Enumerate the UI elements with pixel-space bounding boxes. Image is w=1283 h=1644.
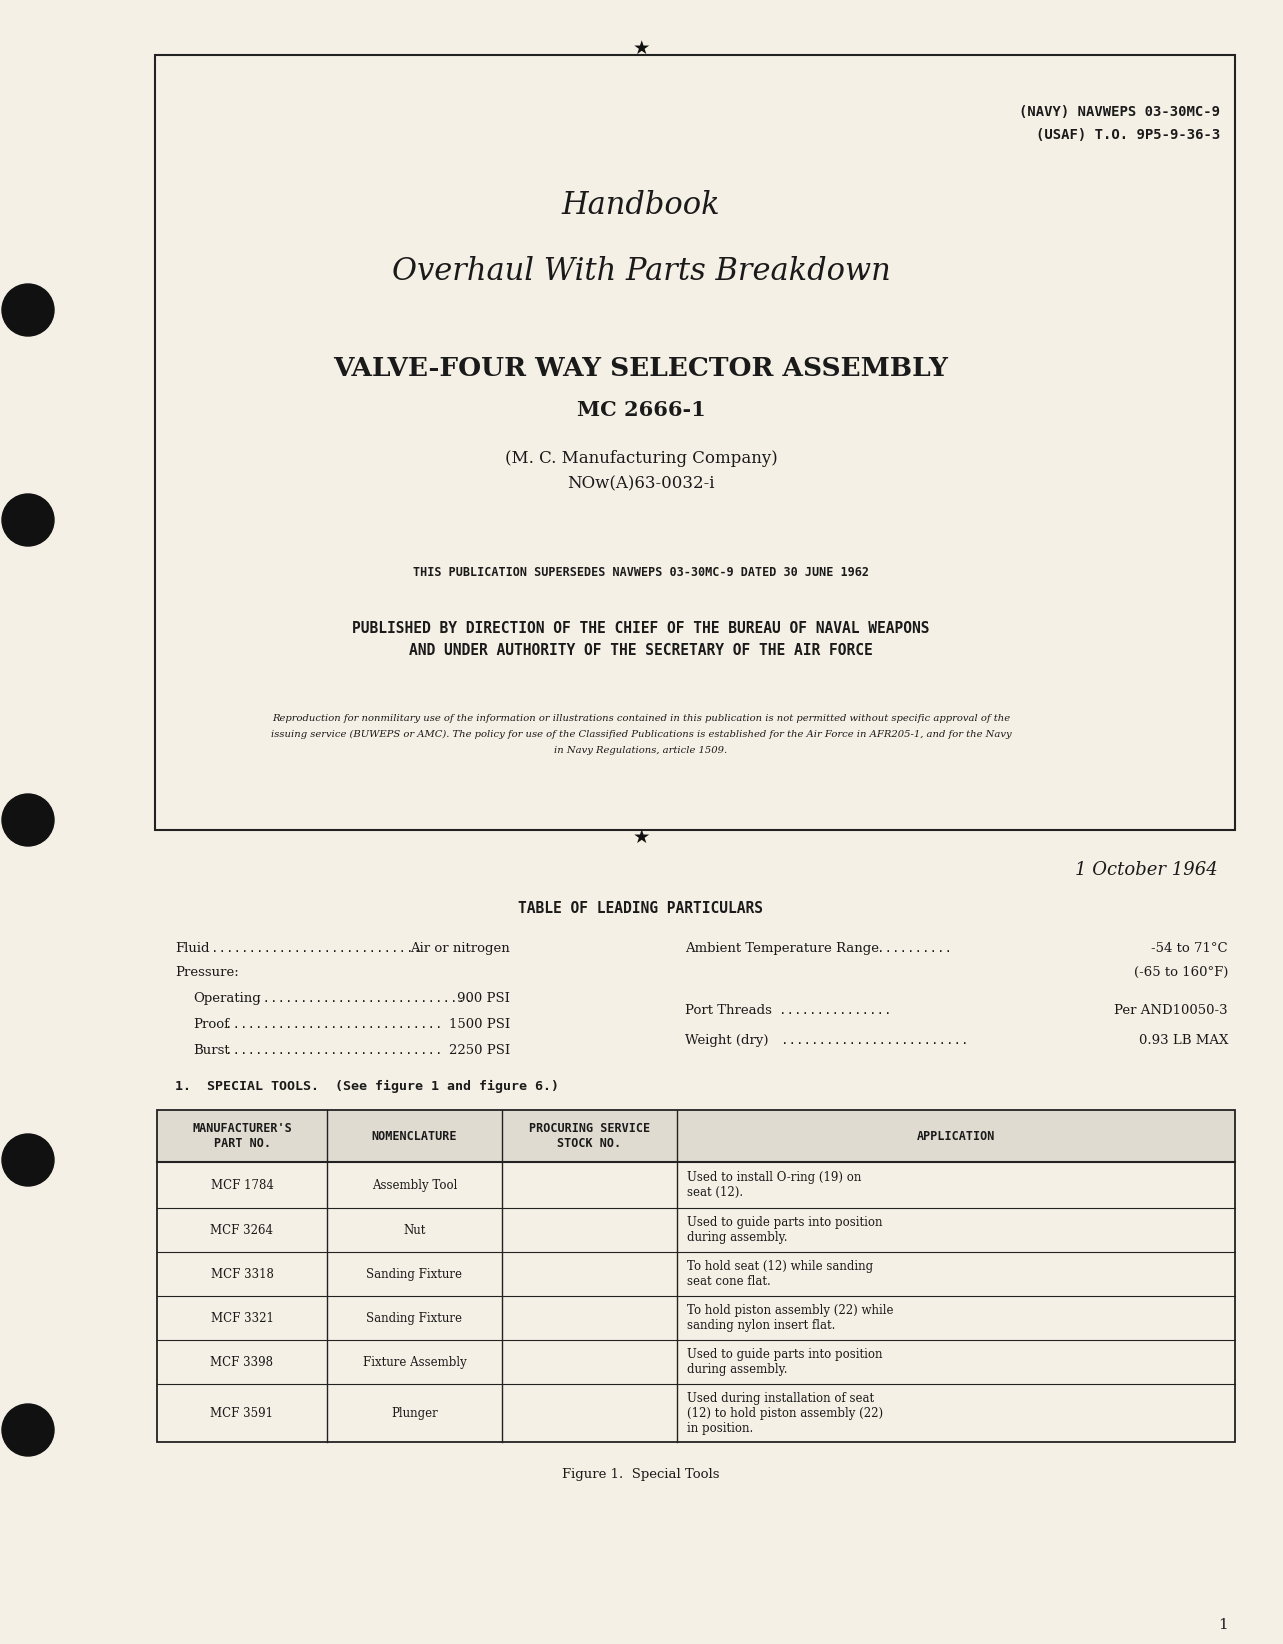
Text: Pressure:: Pressure:	[174, 965, 239, 978]
Text: 1: 1	[1219, 1618, 1228, 1632]
Text: ..........: ..........	[878, 942, 952, 955]
Text: Reproduction for nonmilitary use of the information or illustrations contained i: Reproduction for nonmilitary use of the …	[272, 713, 1010, 722]
Text: Proof: Proof	[192, 1018, 228, 1031]
Text: .............................: .............................	[255, 991, 472, 1004]
Text: APPLICATION: APPLICATION	[917, 1129, 996, 1143]
Text: 1 October 1964: 1 October 1964	[1075, 861, 1218, 880]
Text: ...............: ...............	[779, 1003, 892, 1016]
Text: (NAVY) NAVWEPS 03-30MC-9: (NAVY) NAVWEPS 03-30MC-9	[1019, 105, 1220, 118]
Text: .............................: .............................	[225, 1018, 443, 1031]
Text: MCF 3318: MCF 3318	[210, 1268, 273, 1281]
Text: issuing service (BUWEPS or AMC). The policy for use of the Classified Publicatio: issuing service (BUWEPS or AMC). The pol…	[271, 730, 1011, 738]
Text: PUBLISHED BY DIRECTION OF THE CHIEF OF THE BUREAU OF NAVAL WEAPONS: PUBLISHED BY DIRECTION OF THE CHIEF OF T…	[353, 620, 930, 636]
Text: Used to guide parts into position
during assembly.: Used to guide parts into position during…	[686, 1217, 883, 1245]
Text: Port Threads: Port Threads	[685, 1003, 772, 1016]
Text: PROCURING SERVICE
STOCK NO.: PROCURING SERVICE STOCK NO.	[529, 1121, 650, 1151]
Text: ★: ★	[633, 38, 649, 58]
Text: Overhaul With Parts Breakdown: Overhaul With Parts Breakdown	[391, 256, 890, 288]
Circle shape	[3, 794, 54, 847]
Text: Plunger: Plunger	[391, 1407, 438, 1419]
Text: Sanding Fixture: Sanding Fixture	[367, 1312, 462, 1325]
Text: (USAF) T.O. 9P5-9-36-3: (USAF) T.O. 9P5-9-36-3	[1035, 128, 1220, 141]
Circle shape	[3, 1404, 54, 1457]
Text: Air or nitrogen: Air or nitrogen	[411, 942, 511, 955]
Text: Sanding Fixture: Sanding Fixture	[367, 1268, 462, 1281]
Text: (M. C. Manufacturing Company): (M. C. Manufacturing Company)	[504, 449, 777, 467]
Text: MCF 1784: MCF 1784	[210, 1179, 273, 1192]
Text: NOw(A)63-0032-i: NOw(A)63-0032-i	[567, 475, 715, 493]
Text: Handbook: Handbook	[562, 189, 720, 220]
Text: MANUFACTURER'S
PART NO.: MANUFACTURER'S PART NO.	[192, 1121, 291, 1151]
Text: ............................: ............................	[210, 942, 421, 955]
Text: (-65 to 160°F): (-65 to 160°F)	[1134, 965, 1228, 978]
Text: VALVE-FOUR WAY SELECTOR ASSEMBLY: VALVE-FOUR WAY SELECTOR ASSEMBLY	[334, 355, 948, 380]
Text: 2250 PSI: 2250 PSI	[449, 1044, 511, 1057]
Text: Operating: Operating	[192, 991, 260, 1004]
Circle shape	[3, 493, 54, 546]
Text: Used during installation of seat
(12) to hold piston assembly (22)
in position.: Used during installation of seat (12) to…	[686, 1391, 883, 1435]
Text: To hold seat (12) while sanding
seat cone flat.: To hold seat (12) while sanding seat con…	[686, 1259, 874, 1287]
Text: .............................: .............................	[225, 1044, 443, 1057]
Text: TABLE OF LEADING PARTICULARS: TABLE OF LEADING PARTICULARS	[518, 901, 763, 916]
Bar	[157, 1110, 1236, 1162]
Text: MCF 3321: MCF 3321	[210, 1312, 273, 1325]
Text: .........................: .........................	[781, 1034, 969, 1047]
Text: MCF 3264: MCF 3264	[210, 1223, 273, 1236]
Text: Assembly Tool: Assembly Tool	[372, 1179, 457, 1192]
Text: ★: ★	[633, 827, 649, 847]
Text: Fluid: Fluid	[174, 942, 209, 955]
Bar	[155, 54, 1236, 830]
Text: Fixture Assembly: Fixture Assembly	[363, 1356, 467, 1368]
Text: To hold piston assembly (22) while
sanding nylon insert flat.: To hold piston assembly (22) while sandi…	[686, 1304, 893, 1332]
Text: MCF 3398: MCF 3398	[210, 1356, 273, 1368]
Circle shape	[3, 1134, 54, 1185]
Text: AND UNDER AUTHORITY OF THE SECRETARY OF THE AIR FORCE: AND UNDER AUTHORITY OF THE SECRETARY OF …	[409, 643, 872, 658]
Text: Used to guide parts into position
during assembly.: Used to guide parts into position during…	[686, 1348, 883, 1376]
Text: Figure 1.  Special Tools: Figure 1. Special Tools	[562, 1468, 720, 1481]
Text: Nut: Nut	[403, 1223, 426, 1236]
Text: THIS PUBLICATION SUPERSEDES NAVWEPS 03-30MC-9 DATED 30 JUNE 1962: THIS PUBLICATION SUPERSEDES NAVWEPS 03-3…	[413, 566, 869, 579]
Text: MC 2666-1: MC 2666-1	[576, 399, 706, 419]
Text: Per AND10050-3: Per AND10050-3	[1115, 1003, 1228, 1016]
Text: 1500 PSI: 1500 PSI	[449, 1018, 511, 1031]
Text: 0.93 LB MAX: 0.93 LB MAX	[1138, 1034, 1228, 1047]
Bar	[157, 1110, 1236, 1442]
Text: Ambient Temperature Range: Ambient Temperature Range	[685, 942, 879, 955]
Text: in Navy Regulations, article 1509.: in Navy Regulations, article 1509.	[554, 745, 727, 755]
Text: Weight (dry): Weight (dry)	[685, 1034, 769, 1047]
Circle shape	[3, 284, 54, 335]
Text: NOMENCLATURE: NOMENCLATURE	[372, 1129, 457, 1143]
Text: -54 to 71°C: -54 to 71°C	[1151, 942, 1228, 955]
Text: MCF 3591: MCF 3591	[210, 1407, 273, 1419]
Text: Used to install O-ring (19) on
seat (12).: Used to install O-ring (19) on seat (12)…	[686, 1171, 861, 1198]
Text: 1.  SPECIAL TOOLS.  (See figure 1 and figure 6.): 1. SPECIAL TOOLS. (See figure 1 and figu…	[174, 1080, 559, 1093]
Text: Burst: Burst	[192, 1044, 230, 1057]
Text: 900 PSI: 900 PSI	[457, 991, 511, 1004]
